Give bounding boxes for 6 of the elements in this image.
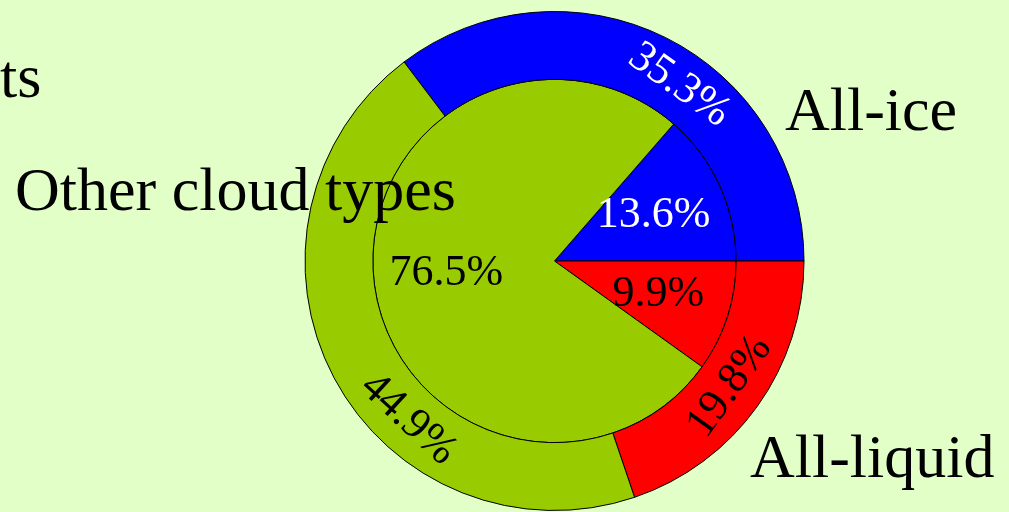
slice-label: All-liquid <box>750 422 995 490</box>
slice-label: All-ice <box>785 75 958 143</box>
text: ts <box>0 42 42 110</box>
data-label: 13.6% <box>596 188 711 238</box>
data-label: 76.5% <box>389 246 504 296</box>
data-label: 9.9% <box>612 266 705 316</box>
